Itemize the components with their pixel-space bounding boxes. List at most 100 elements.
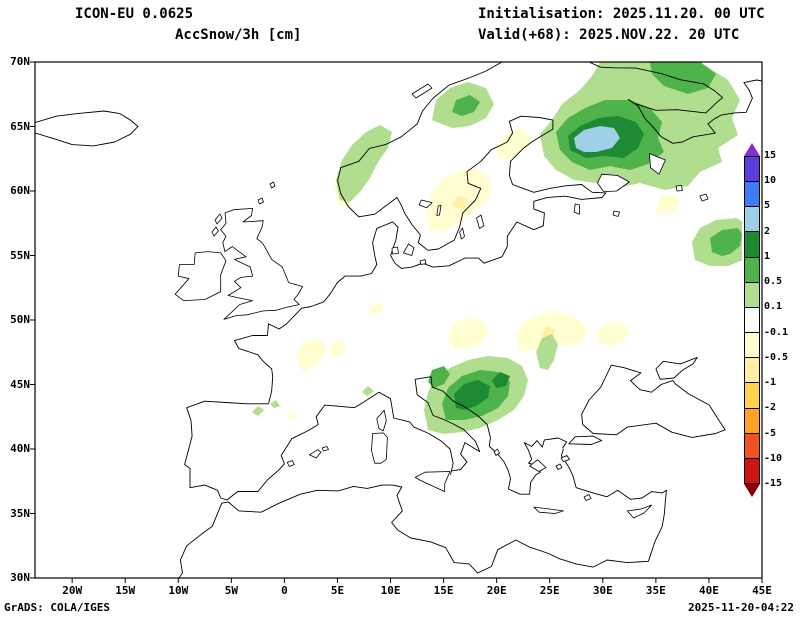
lake-vattern [436, 204, 442, 216]
coastline-black-sea [581, 364, 726, 438]
colorbar-label: -2 [764, 402, 777, 414]
lake-beloye [675, 185, 683, 192]
x-axis-label: 0 [281, 584, 288, 597]
island-ibiza [286, 460, 295, 467]
island-lesbos [560, 455, 570, 462]
island-orkney [257, 197, 264, 205]
island-mallorca [308, 449, 322, 459]
colorbar-arrow-up [744, 143, 760, 156]
x-axis-label: 5E [330, 584, 345, 597]
colorbar-label: 15 [764, 150, 777, 161]
colorbar-label: 0.1 [764, 301, 783, 313]
lake-peipus [573, 203, 580, 215]
island-menorca [321, 446, 329, 452]
lake-ilmen [612, 210, 620, 217]
x-axis-label: 35E [645, 584, 666, 597]
x-axis-label: 40E [698, 584, 719, 597]
x-axis-label: 45E [752, 584, 772, 597]
colorbar-label: -5 [764, 427, 777, 439]
coastline-kola-whitesea [588, 62, 762, 144]
y-axis-label: 35N [10, 506, 30, 520]
y-axis-label: 45N [10, 377, 30, 391]
island-oland [459, 227, 465, 240]
colorbar-segment [745, 207, 759, 233]
x-axis-label: 15E [433, 584, 454, 597]
island-chios [555, 463, 563, 470]
y-axis-label: 40N [10, 442, 30, 455]
initialisation-time: Initialisation: 2025.11.20. 00 UTC [478, 6, 765, 22]
island-crete [533, 506, 564, 514]
island-euboea [529, 459, 547, 472]
valid-time: Valid(+68): 2025.NOV.22. 20 UTC [478, 27, 740, 43]
y-axis-label: 50N [10, 313, 30, 326]
colorbar-label: 5 [764, 200, 771, 212]
island-rugen [419, 259, 427, 265]
colorbar-label: 1 [764, 250, 771, 262]
x-axis-label: 10W [168, 584, 189, 597]
island-ireland [174, 251, 227, 301]
colorbar-segment [745, 383, 759, 409]
x-axis-label: 10E [380, 584, 401, 597]
variable-title: AccSnow/3h [cm] [175, 27, 302, 43]
colorbar-label: 0.5 [764, 276, 783, 288]
coastline-azov-sea [655, 356, 698, 380]
colorbar-label: -15 [764, 478, 783, 489]
coastline-iceland [35, 110, 139, 147]
colorbar-segment [745, 433, 759, 459]
colorbar-segment [745, 257, 759, 283]
lakes [418, 153, 709, 217]
colorbar-segment [745, 408, 759, 434]
creation-timestamp: 2025-11-20-04:22 [688, 601, 794, 614]
island-cyprus [626, 504, 652, 519]
x-axis-label: 25E [539, 584, 560, 597]
colorbar-segment [745, 157, 759, 183]
colorbar-label: -1 [764, 377, 777, 389]
x-axis-label: 5W [224, 584, 238, 597]
colorbar-segment [745, 333, 759, 359]
island-great-britain [220, 208, 303, 320]
island-sardinia [371, 432, 388, 464]
island-corfu [493, 448, 500, 456]
model-title: ICON-EU 0.0625 [75, 6, 194, 22]
axis-ticks [30, 61, 763, 583]
colorbar-label: -0.1 [764, 326, 789, 338]
lake-onega [649, 153, 666, 175]
island-hebrides-north [214, 213, 223, 225]
island-gotland [476, 214, 485, 229]
y-axis-label: 60N [10, 184, 30, 197]
x-axis-label: 30E [592, 584, 613, 597]
x-axis-label: 20E [486, 584, 507, 597]
island-lofoten [411, 83, 433, 99]
island-hebrides-south [211, 226, 219, 237]
colorbar-segment [745, 282, 759, 308]
colorbar-label: -10 [764, 452, 783, 464]
island-funen [391, 246, 399, 255]
colorbar-label: 10 [764, 175, 777, 187]
lake-rybinsk [699, 193, 709, 202]
snow-shading [252, 62, 743, 434]
x-axis-label: 15W [115, 584, 136, 597]
islands [174, 83, 652, 519]
lake-vanern [418, 199, 433, 209]
grads-credit: GrADS: COLA/IGES [4, 601, 110, 614]
island-corsica [376, 409, 387, 432]
colorbar-segment [745, 182, 759, 208]
island-sicily [414, 471, 451, 492]
colorbar-segment [745, 358, 759, 384]
y-axis-label: 70N [10, 55, 30, 68]
island-zealand [403, 243, 415, 256]
island-rhodes [583, 494, 592, 501]
colorbar-segment [745, 458, 759, 484]
coastline-mainland [178, 62, 667, 578]
map-frame [34, 61, 763, 579]
colorbar-segment [745, 232, 759, 258]
y-axis-label: 30N [10, 571, 30, 584]
colorbar-label: -0.5 [764, 351, 789, 363]
coastlines [35, 62, 762, 578]
colorbar-arrow-down [744, 484, 760, 497]
y-axis-label: 65N [10, 119, 30, 133]
x-axis-label: 20W [62, 584, 83, 597]
coastline-marmara-sea [568, 435, 603, 445]
